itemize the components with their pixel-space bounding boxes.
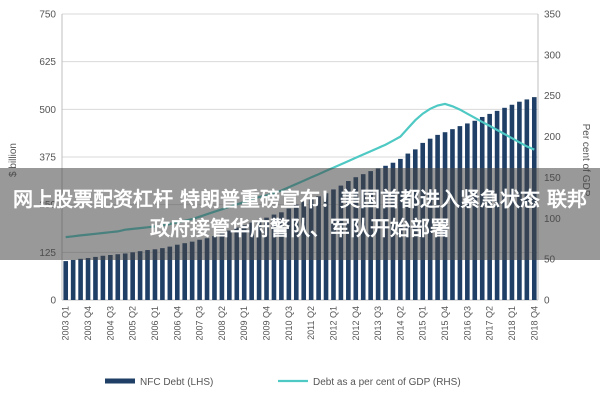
x-tick-label: 2014 Q2 <box>395 306 405 341</box>
bar <box>70 259 76 300</box>
x-tick-label: 2003 Q4 <box>83 306 93 341</box>
bar <box>78 258 83 300</box>
x-tick-label: 2015 Q1 <box>418 306 428 341</box>
y-right-tick-label: 0 <box>544 296 550 307</box>
legend-line-label: Debt as a per cent of GDP (RHS) <box>313 377 461 388</box>
x-tick-label: 2012 Q4 <box>351 306 361 341</box>
x-tick-label: 2006 Q1 <box>150 306 160 341</box>
x-tick-label: 2016 Q3 <box>462 306 472 341</box>
bar <box>108 255 113 300</box>
bar <box>234 227 240 300</box>
headline-overlay: 网上股票配资杠杆 特朗普重磅宣布！美国首都进入紧急状态 联邦政府接管华府警队、军… <box>0 168 600 260</box>
y-left-tick-label: 0 <box>50 296 56 307</box>
y-right-tick-label: 50 <box>544 255 556 266</box>
bar <box>219 233 225 300</box>
bar <box>197 239 202 300</box>
x-tick-label: 2003 Q1 <box>61 306 71 341</box>
legend-bar-label: NFC Debt (LHS) <box>140 377 213 388</box>
bar <box>174 244 180 300</box>
bar <box>63 261 69 300</box>
x-tick-label: 2011 Q2 <box>306 306 316 340</box>
y-axis-right: 050100150200250300350 <box>544 10 561 307</box>
legend: NFC Debt (LHS) Debt as a per cent of GDP… <box>105 377 461 388</box>
bar <box>204 238 210 300</box>
bar <box>152 249 158 300</box>
x-tick-label: 2004 Q3 <box>105 306 115 341</box>
bar <box>93 256 98 300</box>
x-tick-label: 2017 Q2 <box>485 306 495 341</box>
bar <box>137 251 143 300</box>
x-tick-label: 2009 Q4 <box>262 306 272 341</box>
bar <box>100 255 106 300</box>
bar <box>167 246 173 300</box>
y-right-tick-label: 200 <box>544 132 561 143</box>
y-right-tick-label: 350 <box>544 10 561 21</box>
bar <box>241 225 247 300</box>
x-tick-label: 2018 Q4 <box>529 306 539 341</box>
y-left-tick-label: 750 <box>39 10 56 21</box>
bar <box>227 230 232 300</box>
x-tick-label: 2018 Q1 <box>507 306 517 341</box>
bar <box>249 222 254 300</box>
x-tick-label: 2008 Q2 <box>217 306 227 341</box>
headline-text: 网上股票配资杠杆 特朗普重磅宣布！美国首都进入紧急状态 联邦政府接管华府警队、军… <box>13 187 587 240</box>
bar <box>145 250 150 300</box>
bar <box>115 254 121 300</box>
y-right-tick-label: 250 <box>544 91 561 102</box>
x-tick-label: 2010 Q3 <box>284 306 294 341</box>
x-tick-label: 2005 Q2 <box>128 306 138 341</box>
bar <box>182 243 188 300</box>
bar <box>189 241 195 300</box>
x-tick-label: 2012 Q1 <box>329 306 339 341</box>
x-tick-label: 2015 Q4 <box>440 306 450 341</box>
y-left-tick-label: 500 <box>39 105 56 116</box>
bar <box>85 258 91 300</box>
y-axis-left: 0125250375500625750 <box>39 10 56 307</box>
x-axis: 2003 Q1 2003 Q4 2004 Q3 2005 Q2 2006 Q1 2006 … <box>61 306 540 341</box>
x-tick-label: 2006 Q4 <box>172 306 182 341</box>
y-axis-right-title: Per cent of GDP <box>580 124 591 197</box>
y-right-tick-label: 300 <box>544 50 561 61</box>
x-tick-label: 2013 Q3 <box>373 306 383 341</box>
y-left-tick-label: 375 <box>39 153 56 164</box>
bar <box>130 252 135 300</box>
y-left-tick-label: 625 <box>39 57 56 68</box>
x-tick-label: 2009 Q1 <box>239 306 249 341</box>
x-tick-label: 2007 Q3 <box>195 306 205 341</box>
bar <box>122 253 128 300</box>
y-axis-left-title: $ billion <box>8 143 19 177</box>
bar <box>160 248 165 300</box>
bar <box>212 235 217 300</box>
